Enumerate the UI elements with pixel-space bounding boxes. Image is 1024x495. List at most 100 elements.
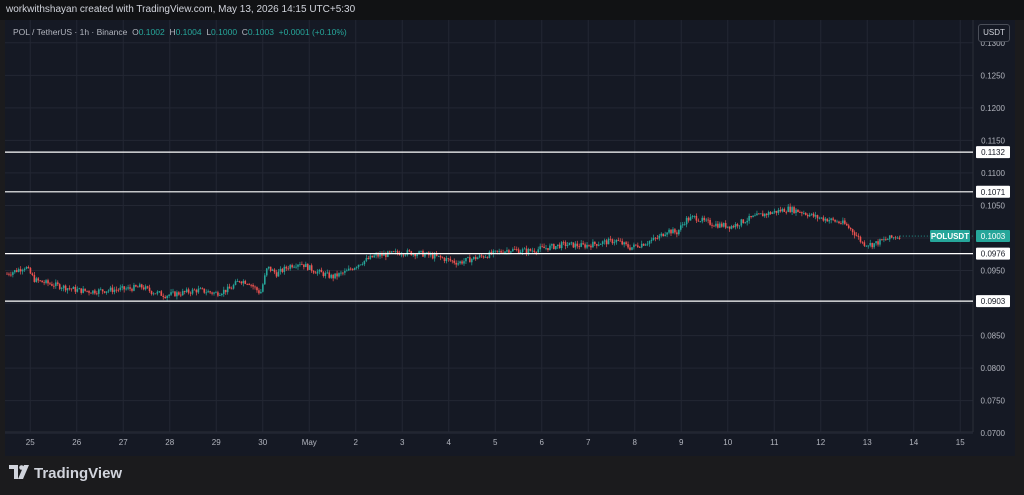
candle-body — [523, 248, 526, 250]
candle-body — [35, 278, 38, 282]
candle-body — [638, 247, 641, 248]
candle-body — [221, 293, 223, 296]
candle-body — [851, 229, 854, 233]
candle-body — [767, 212, 770, 216]
candle-body — [508, 250, 510, 253]
candle-body — [822, 217, 825, 221]
price-chart[interactable]: 0.1300 0.1250 0.1200 0.1150 0.1100 0.1050 0.10… — [5, 20, 1015, 456]
symbol-name: POL / TetherUS · 1h · Binance — [13, 27, 128, 37]
x-tick-label: 13 — [863, 438, 872, 447]
candle-body — [853, 232, 856, 236]
level-tag-bg — [976, 146, 1010, 159]
level-tag-label: 0.1071 — [981, 188, 1006, 197]
candle-body — [430, 254, 432, 256]
candle-body — [142, 287, 145, 290]
candle-body — [459, 261, 461, 264]
candle-body — [412, 253, 415, 256]
candle-body — [289, 265, 291, 269]
candle-body — [45, 280, 47, 283]
candle-body — [814, 215, 817, 217]
candle-body — [191, 289, 194, 294]
candle-body — [390, 251, 393, 253]
candle-body — [178, 292, 180, 295]
candle-body — [515, 249, 518, 251]
candle-body — [584, 244, 586, 248]
candle-body — [543, 246, 545, 249]
candle-body — [693, 215, 696, 217]
candle-body — [664, 234, 666, 237]
candle-body — [193, 289, 196, 291]
candle-body — [158, 291, 161, 293]
candle-body — [480, 255, 483, 257]
candle-body — [101, 289, 104, 292]
candle-body — [717, 223, 719, 228]
candle-body — [635, 244, 637, 246]
candle-body — [695, 215, 698, 221]
candle-body — [818, 217, 821, 219]
candle-body — [213, 292, 215, 294]
candle-body — [131, 288, 133, 291]
candle-body — [33, 275, 36, 282]
candle-body — [113, 289, 116, 293]
candle-body — [719, 223, 721, 228]
y-tick-label: 0.1250 — [981, 71, 1006, 80]
x-tick-label: 12 — [816, 438, 825, 447]
candle-body — [894, 237, 897, 239]
candle-body — [652, 237, 655, 240]
candle-body — [14, 270, 16, 273]
candle-body — [400, 254, 403, 256]
candle-body — [730, 226, 733, 229]
candle-body — [97, 289, 100, 294]
candle-body — [273, 269, 276, 273]
candle-body — [525, 248, 528, 254]
brand-name: TradingView — [34, 465, 123, 482]
candle-body — [330, 274, 332, 278]
candle-body — [806, 214, 809, 217]
chart-frame[interactable]: 0.1300 0.1250 0.1200 0.1150 0.1100 0.1050 0.10… — [5, 20, 1015, 456]
candle-body — [539, 246, 541, 250]
candle-body — [551, 244, 553, 246]
candle-body — [887, 239, 889, 241]
candle-body — [578, 246, 581, 248]
candle-body — [293, 266, 295, 268]
candle-body — [599, 244, 602, 245]
candle-body — [629, 247, 631, 250]
candle-body — [377, 254, 379, 257]
candle-body — [139, 284, 141, 288]
candle-body — [199, 288, 202, 290]
candle-body — [471, 259, 473, 263]
candle-body — [683, 224, 686, 226]
candle-body — [324, 273, 327, 277]
currency-button[interactable]: USDT — [978, 24, 1010, 42]
candle-body — [506, 250, 508, 252]
candle-body — [115, 289, 118, 291]
candle-body — [621, 241, 623, 245]
candle-body — [164, 296, 166, 299]
candle-body — [355, 267, 358, 269]
candle-body — [656, 238, 659, 239]
candle-body — [70, 288, 73, 290]
candle-body — [232, 284, 235, 289]
candle-body — [172, 291, 174, 293]
candle-body — [572, 242, 575, 248]
candle-body — [281, 268, 284, 272]
candle-body — [750, 216, 752, 218]
candle-body — [795, 209, 797, 213]
candle-body — [496, 250, 499, 252]
candle-body — [711, 224, 713, 226]
candle-body — [107, 290, 110, 292]
candle-body — [303, 264, 305, 268]
candle-body — [613, 242, 616, 244]
candle-body — [137, 286, 139, 288]
candle-body — [836, 221, 838, 223]
candle-body — [291, 265, 293, 268]
candle-body — [17, 269, 20, 272]
candle-body — [195, 290, 198, 293]
candle-body — [322, 272, 325, 277]
candle-body — [263, 275, 266, 285]
candle-body — [500, 251, 502, 253]
candle-body — [242, 280, 245, 284]
candle-body — [314, 272, 317, 274]
candle-body — [6, 273, 8, 275]
candle-body — [58, 284, 61, 289]
